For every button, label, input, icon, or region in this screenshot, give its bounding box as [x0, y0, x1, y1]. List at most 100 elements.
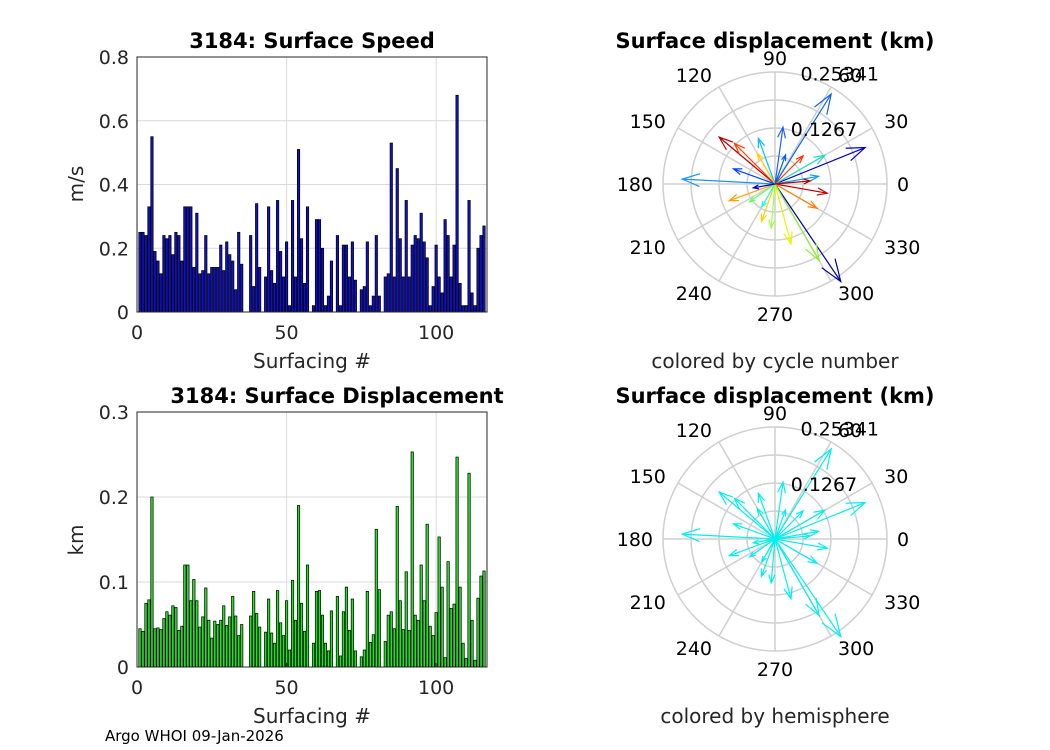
speed-chart: 3184: Surface Speed 00.20.40.60.80 50 100 …	[64, 29, 488, 373]
bar	[177, 235, 181, 313]
y-tick-label: 0	[117, 657, 129, 679]
bar	[419, 212, 423, 313]
bar	[234, 615, 238, 668]
bar	[159, 273, 163, 313]
bar	[404, 571, 408, 668]
bar	[270, 270, 274, 313]
polar-cycle-caption: colored by cycle number	[651, 349, 899, 373]
speed-chart-title: 3184: Surface Speed	[189, 29, 435, 53]
bar	[359, 289, 363, 313]
bar	[189, 600, 193, 668]
polar-arrow	[774, 178, 812, 185]
bar	[437, 536, 441, 668]
bar	[362, 286, 366, 313]
bar	[353, 650, 357, 668]
bar	[183, 564, 187, 668]
bar	[186, 206, 190, 313]
bar	[192, 579, 196, 668]
bar	[347, 630, 351, 668]
y-tick-label: 0.2	[99, 487, 129, 509]
bar	[419, 564, 423, 668]
bar	[446, 235, 450, 313]
polar-angle-label: 270	[757, 304, 793, 326]
bar	[461, 305, 465, 313]
bar	[377, 295, 381, 313]
polar-arrow	[751, 183, 776, 190]
bar	[374, 528, 378, 668]
bar	[320, 614, 325, 668]
bar	[255, 203, 259, 313]
polar-spoke	[774, 441, 832, 540]
footer-stamp: Argo WHOI 09-Jan-2026	[105, 727, 284, 745]
polar-arrow	[768, 183, 776, 230]
bar	[464, 305, 468, 313]
bar	[401, 276, 405, 313]
polar-radial-label: 0.25341	[800, 419, 879, 441]
speed-chart-ticks: 0 0.2 0.4 0.6 0.8 0 50 100	[99, 47, 454, 344]
x-tick-label: 100	[418, 677, 454, 699]
bar	[425, 257, 429, 313]
bar	[201, 616, 205, 668]
polar-arrow	[756, 506, 776, 540]
bar	[255, 613, 259, 668]
bar	[347, 276, 351, 313]
polar-arrow	[680, 173, 776, 187]
bar	[288, 305, 292, 313]
bar	[407, 630, 411, 668]
bar	[210, 267, 214, 313]
polar-arrow	[760, 538, 776, 579]
y-tick-label: 0.4	[99, 175, 129, 197]
x-tick-label: 0	[131, 322, 143, 344]
polar-angle-label: 180	[617, 529, 653, 551]
bar	[431, 286, 435, 313]
bar	[407, 276, 411, 313]
bar	[458, 586, 462, 668]
bar	[428, 625, 432, 668]
bar	[162, 618, 166, 668]
bar	[329, 260, 333, 313]
y-tick-label: 0.1	[99, 572, 129, 594]
polar-angle-label: 240	[676, 638, 712, 660]
polar-arrow	[757, 491, 776, 540]
polar-arrow	[774, 154, 805, 185]
speed-chart-xlabel: Surfacing #	[253, 349, 371, 373]
bar	[401, 629, 405, 668]
y-tick-label: 0.6	[99, 111, 129, 133]
bar	[428, 305, 432, 313]
polar-arrow	[774, 153, 787, 185]
bar	[335, 596, 339, 668]
polar-arrow	[774, 538, 821, 618]
bar	[455, 456, 459, 668]
polar-hemisphere-arrows	[680, 447, 867, 638]
y-tick-label: 0.8	[99, 47, 129, 69]
bar	[368, 641, 372, 668]
bar	[299, 238, 304, 313]
polar-arrow	[727, 183, 776, 202]
bar	[222, 605, 226, 668]
polar-arrow	[774, 538, 819, 565]
polar-arrow	[774, 533, 812, 540]
bar	[195, 212, 199, 313]
bar	[473, 305, 477, 313]
bar	[168, 235, 172, 313]
bar	[470, 619, 474, 668]
polar-arrow	[774, 509, 805, 540]
polar-spoke	[677, 538, 776, 596]
bar	[365, 241, 369, 313]
bar	[395, 506, 399, 668]
bar	[383, 641, 387, 668]
bar	[335, 235, 339, 313]
polar-angle-label: 90	[763, 403, 787, 425]
bar	[279, 622, 283, 668]
bar	[323, 305, 328, 313]
bar	[159, 629, 163, 668]
bar	[389, 142, 393, 313]
bar	[147, 206, 151, 313]
bar	[320, 247, 325, 313]
bar	[216, 267, 220, 313]
bar	[449, 607, 453, 668]
bar	[258, 626, 262, 668]
bar	[186, 564, 190, 668]
bar	[434, 244, 438, 313]
displacement-chart-ylabel: km	[64, 524, 88, 555]
